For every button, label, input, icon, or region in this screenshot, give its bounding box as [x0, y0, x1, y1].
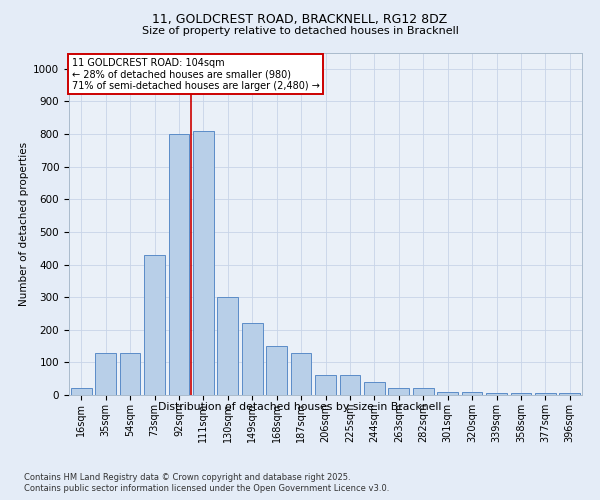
- Bar: [193, 131, 214, 395]
- Bar: [169, 134, 190, 395]
- Bar: [486, 394, 507, 395]
- Bar: [266, 346, 287, 395]
- Bar: [340, 376, 361, 395]
- Bar: [242, 323, 263, 395]
- Bar: [290, 352, 311, 395]
- Bar: [511, 394, 532, 395]
- Text: 11 GOLDCREST ROAD: 104sqm
← 28% of detached houses are smaller (980)
71% of semi: 11 GOLDCREST ROAD: 104sqm ← 28% of detac…: [71, 58, 319, 91]
- Bar: [364, 382, 385, 395]
- Bar: [413, 388, 434, 395]
- Bar: [217, 297, 238, 395]
- Text: Size of property relative to detached houses in Bracknell: Size of property relative to detached ho…: [142, 26, 458, 36]
- Bar: [461, 392, 482, 395]
- Bar: [95, 352, 116, 395]
- Bar: [559, 394, 580, 395]
- Bar: [71, 388, 92, 395]
- Text: Contains HM Land Registry data © Crown copyright and database right 2025.: Contains HM Land Registry data © Crown c…: [24, 472, 350, 482]
- Bar: [388, 388, 409, 395]
- Text: Contains public sector information licensed under the Open Government Licence v3: Contains public sector information licen…: [24, 484, 389, 493]
- Y-axis label: Number of detached properties: Number of detached properties: [19, 142, 29, 306]
- Bar: [535, 394, 556, 395]
- Bar: [437, 392, 458, 395]
- Text: Distribution of detached houses by size in Bracknell: Distribution of detached houses by size …: [158, 402, 442, 412]
- Bar: [144, 254, 165, 395]
- Text: 11, GOLDCREST ROAD, BRACKNELL, RG12 8DZ: 11, GOLDCREST ROAD, BRACKNELL, RG12 8DZ: [152, 12, 448, 26]
- Bar: [315, 376, 336, 395]
- Bar: [119, 352, 140, 395]
